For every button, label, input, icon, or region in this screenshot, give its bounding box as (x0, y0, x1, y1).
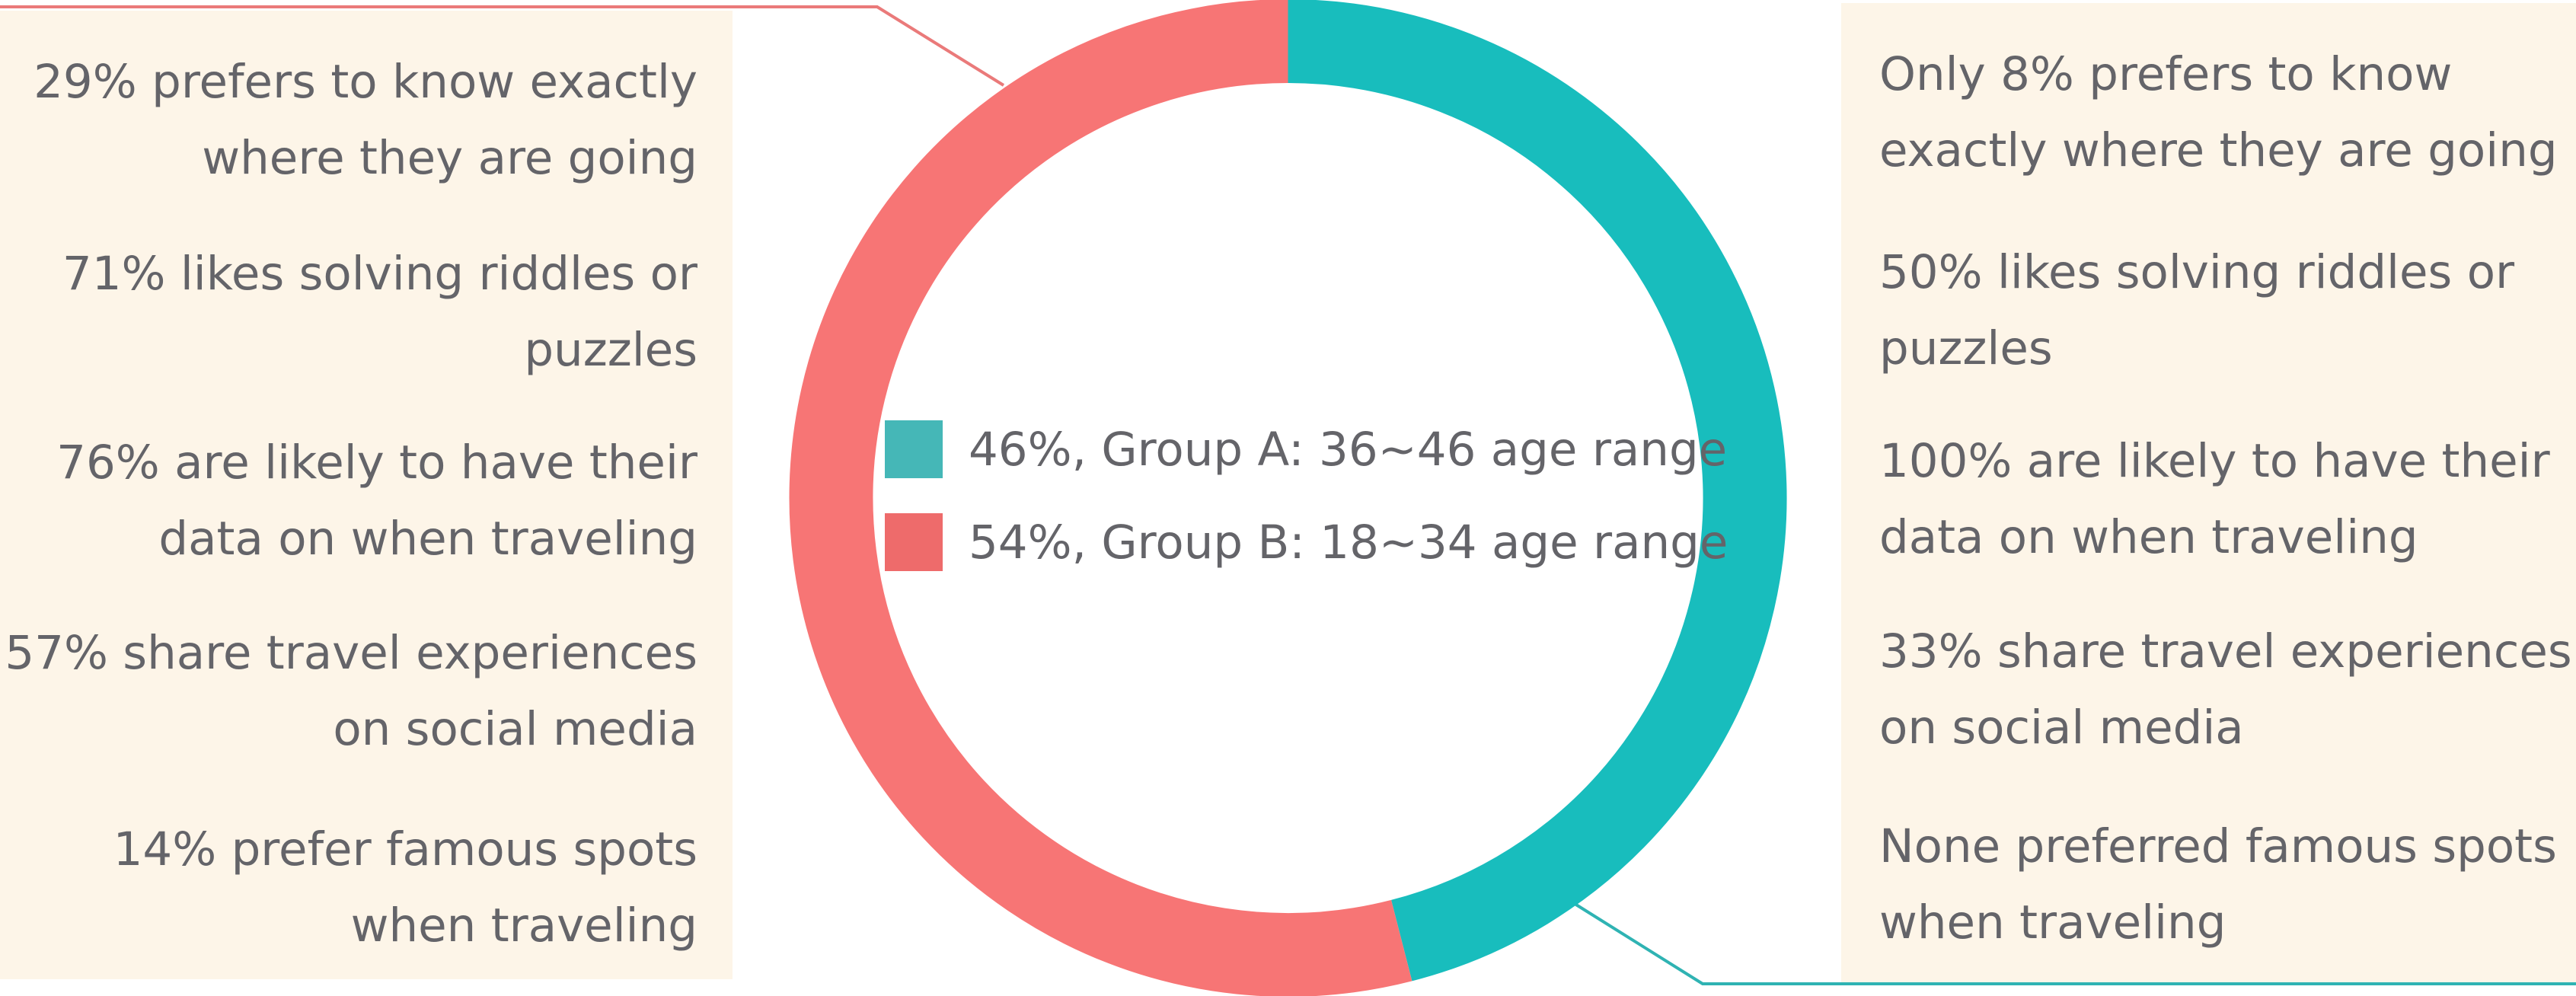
group-a-fact-4: 33% share travel experiences on social m… (1879, 614, 2572, 766)
fact-line: exactly where they are going (1879, 123, 2558, 177)
fact-line: data on when traveling (1879, 510, 2418, 564)
fact-line: where they are going (202, 131, 697, 185)
group-b-connector-line (0, 5, 1005, 87)
fact-line: 100% are likely to have their (1879, 434, 2550, 488)
group-b-fact-2: 71% likes solving riddles or puzzles (62, 236, 697, 388)
fact-line: Only 8% prefers to know (1879, 47, 2453, 101)
legend-label-group-a: 46%, Group A: 36~46 age range (969, 422, 1728, 477)
fact-line: 33% share travel experiences (1879, 624, 2572, 678)
legend-item-group-a: 46%, Group A: 36~46 age range (885, 419, 1727, 480)
fact-line: 71% likes solving riddles or (62, 247, 697, 301)
donut-slice-group-a (1288, 0, 1787, 982)
fact-line: puzzles (524, 323, 697, 377)
donut-slice-group-b (789, 0, 1412, 996)
fact-line: on social media (1879, 701, 2244, 755)
fact-line: None preferred famous spots (1879, 819, 2557, 873)
fact-line: 50% likes solving riddles or (1879, 245, 2515, 299)
fact-line: 14% prefer famous spots (113, 822, 697, 876)
group-a-connector-line (1571, 901, 2576, 985)
fact-line: on social media (333, 702, 697, 756)
legend-label-group-b: 54%, Group B: 18~34 age range (969, 515, 1729, 570)
group-b-facts-panel: 29% prefers to know exactly where they a… (0, 11, 733, 979)
donut-slices (789, 0, 1787, 996)
group-a-fact-2: 50% likes solving riddles or puzzles (1879, 235, 2514, 387)
group-b-fact-3: 76% are likely to have their data on whe… (56, 425, 697, 577)
group-a-facts-panel: Only 8% prefers to know exactly where th… (1841, 3, 2576, 985)
legend-item-group-b: 54%, Group B: 18~34 age range (885, 512, 1728, 573)
fact-line: when traveling (1879, 895, 2226, 950)
fact-line: puzzles (1879, 321, 2053, 375)
fact-line: 29% prefers to know exactly (34, 55, 697, 109)
group-b-fact-4: 57% share travel experiences on social m… (5, 615, 697, 768)
group-a-fact-3: 100% are likely to have their data on wh… (1879, 423, 2550, 576)
fact-line: 57% share travel experiences (5, 626, 697, 680)
fact-line: 76% are likely to have their (56, 436, 697, 490)
legend-swatch-group-a (885, 420, 943, 478)
group-a-fact-5: None preferred famous spots when traveli… (1879, 809, 2557, 961)
group-b-fact-1: 29% prefers to know exactly where they a… (34, 44, 697, 196)
legend-swatch-group-b (885, 513, 943, 571)
fact-line: when traveling (350, 899, 697, 953)
group-a-fact-1: Only 8% prefers to know exactly where th… (1879, 37, 2558, 189)
fact-line: data on when traveling (158, 512, 697, 566)
group-b-fact-5: 14% prefer famous spots when traveling (113, 812, 697, 964)
